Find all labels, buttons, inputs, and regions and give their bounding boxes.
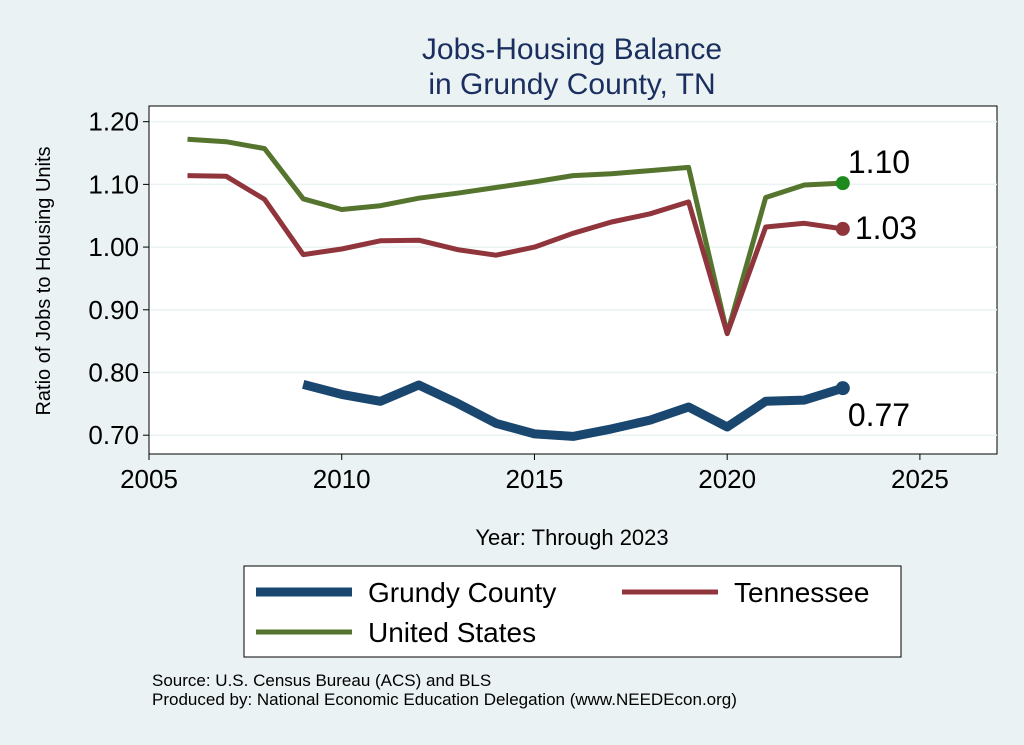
x-tick-label: 2025 [891, 464, 949, 494]
united-states-end-label: 1.10 [848, 144, 910, 180]
tennessee-end-label: 1.03 [855, 210, 917, 246]
plot-area [148, 105, 998, 455]
chart-title-line-2: in Grundy County, TN [428, 68, 715, 101]
y-tick-label: 1.00 [88, 232, 139, 262]
legend-label-united-states: United States [368, 617, 536, 648]
united-states-end-marker [835, 176, 850, 191]
tennessee-end-marker [835, 221, 850, 236]
x-axis-label: Year: Through 2023 [475, 525, 668, 550]
y-axis: 0.70 0.80 0.90 1.00 1.10 1.20 [88, 106, 150, 454]
x-tick-label: 2010 [313, 464, 371, 494]
legend-label-tennessee: Tennessee [734, 577, 869, 608]
y-tick-label: 1.20 [88, 107, 139, 137]
legend-box [243, 565, 902, 658]
y-tick-label: 0.70 [88, 420, 139, 450]
producer-note: Produced by: National Economic Education… [152, 690, 737, 709]
chart-title-line-1: Jobs-Housing Balance [422, 33, 722, 66]
x-tick-label: 2005 [120, 464, 178, 494]
series-layer: 1.10 1.03 0.77 [187, 136, 917, 441]
grundy-county-end-marker [835, 381, 850, 396]
y-axis-label: Ratio of Jobs to Housing Units [33, 146, 55, 415]
legend: Grundy County Tennessee United States [243, 565, 902, 658]
gridlines [149, 120, 997, 436]
y-tick-label: 1.10 [88, 169, 139, 199]
source-note: Source: U.S. Census Bureau (ACS) and BLS [152, 671, 492, 690]
x-tick-label: 2020 [698, 464, 756, 494]
legend-label-grundy-county: Grundy County [368, 577, 556, 608]
x-axis: 2005 2010 2015 2020 2025 [120, 453, 997, 494]
chart-footer: Source: U.S. Census Bureau (ACS) and BLS… [152, 671, 737, 709]
y-tick-label: 0.80 [88, 357, 139, 387]
grundy-county-end-label: 0.77 [848, 397, 910, 433]
x-tick-label: 2015 [506, 464, 564, 494]
tennessee-line [187, 173, 844, 337]
grundy-county-line [302, 380, 845, 441]
y-tick-label: 0.90 [88, 295, 139, 325]
